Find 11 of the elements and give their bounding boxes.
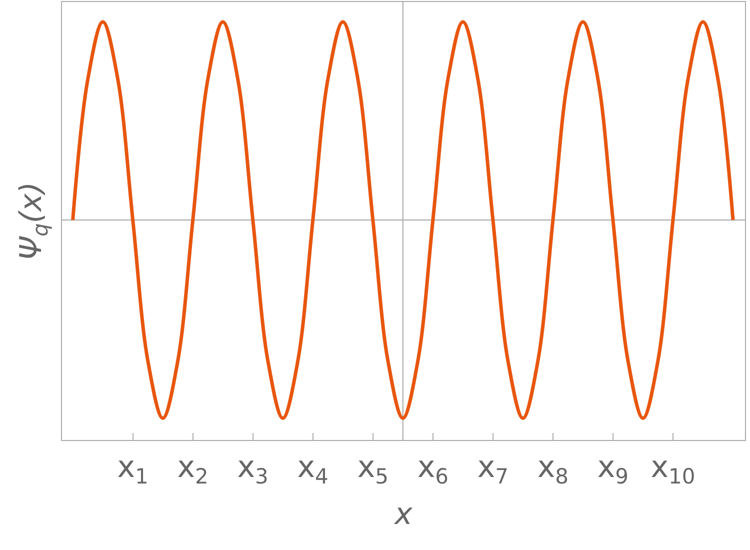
x-axis-title: x	[394, 496, 413, 532]
x-tick-label: x$_{5}$	[357, 450, 388, 488]
x-tick-label: x$_{9}$	[597, 450, 629, 488]
x-tick-label: x$_{1}$	[117, 450, 148, 488]
x-tick-label: x$_{10}$	[650, 450, 696, 488]
x-tick-label: x$_{3}$	[237, 450, 268, 488]
x-tick-label: x$_{8}$	[537, 450, 569, 488]
x-tick-label: x$_{6}$	[417, 450, 448, 488]
x-tick-label: x$_{2}$	[177, 450, 208, 488]
x-tick-label: x$_{7}$	[477, 450, 508, 488]
x-tick-label: x$_{4}$	[297, 450, 328, 488]
